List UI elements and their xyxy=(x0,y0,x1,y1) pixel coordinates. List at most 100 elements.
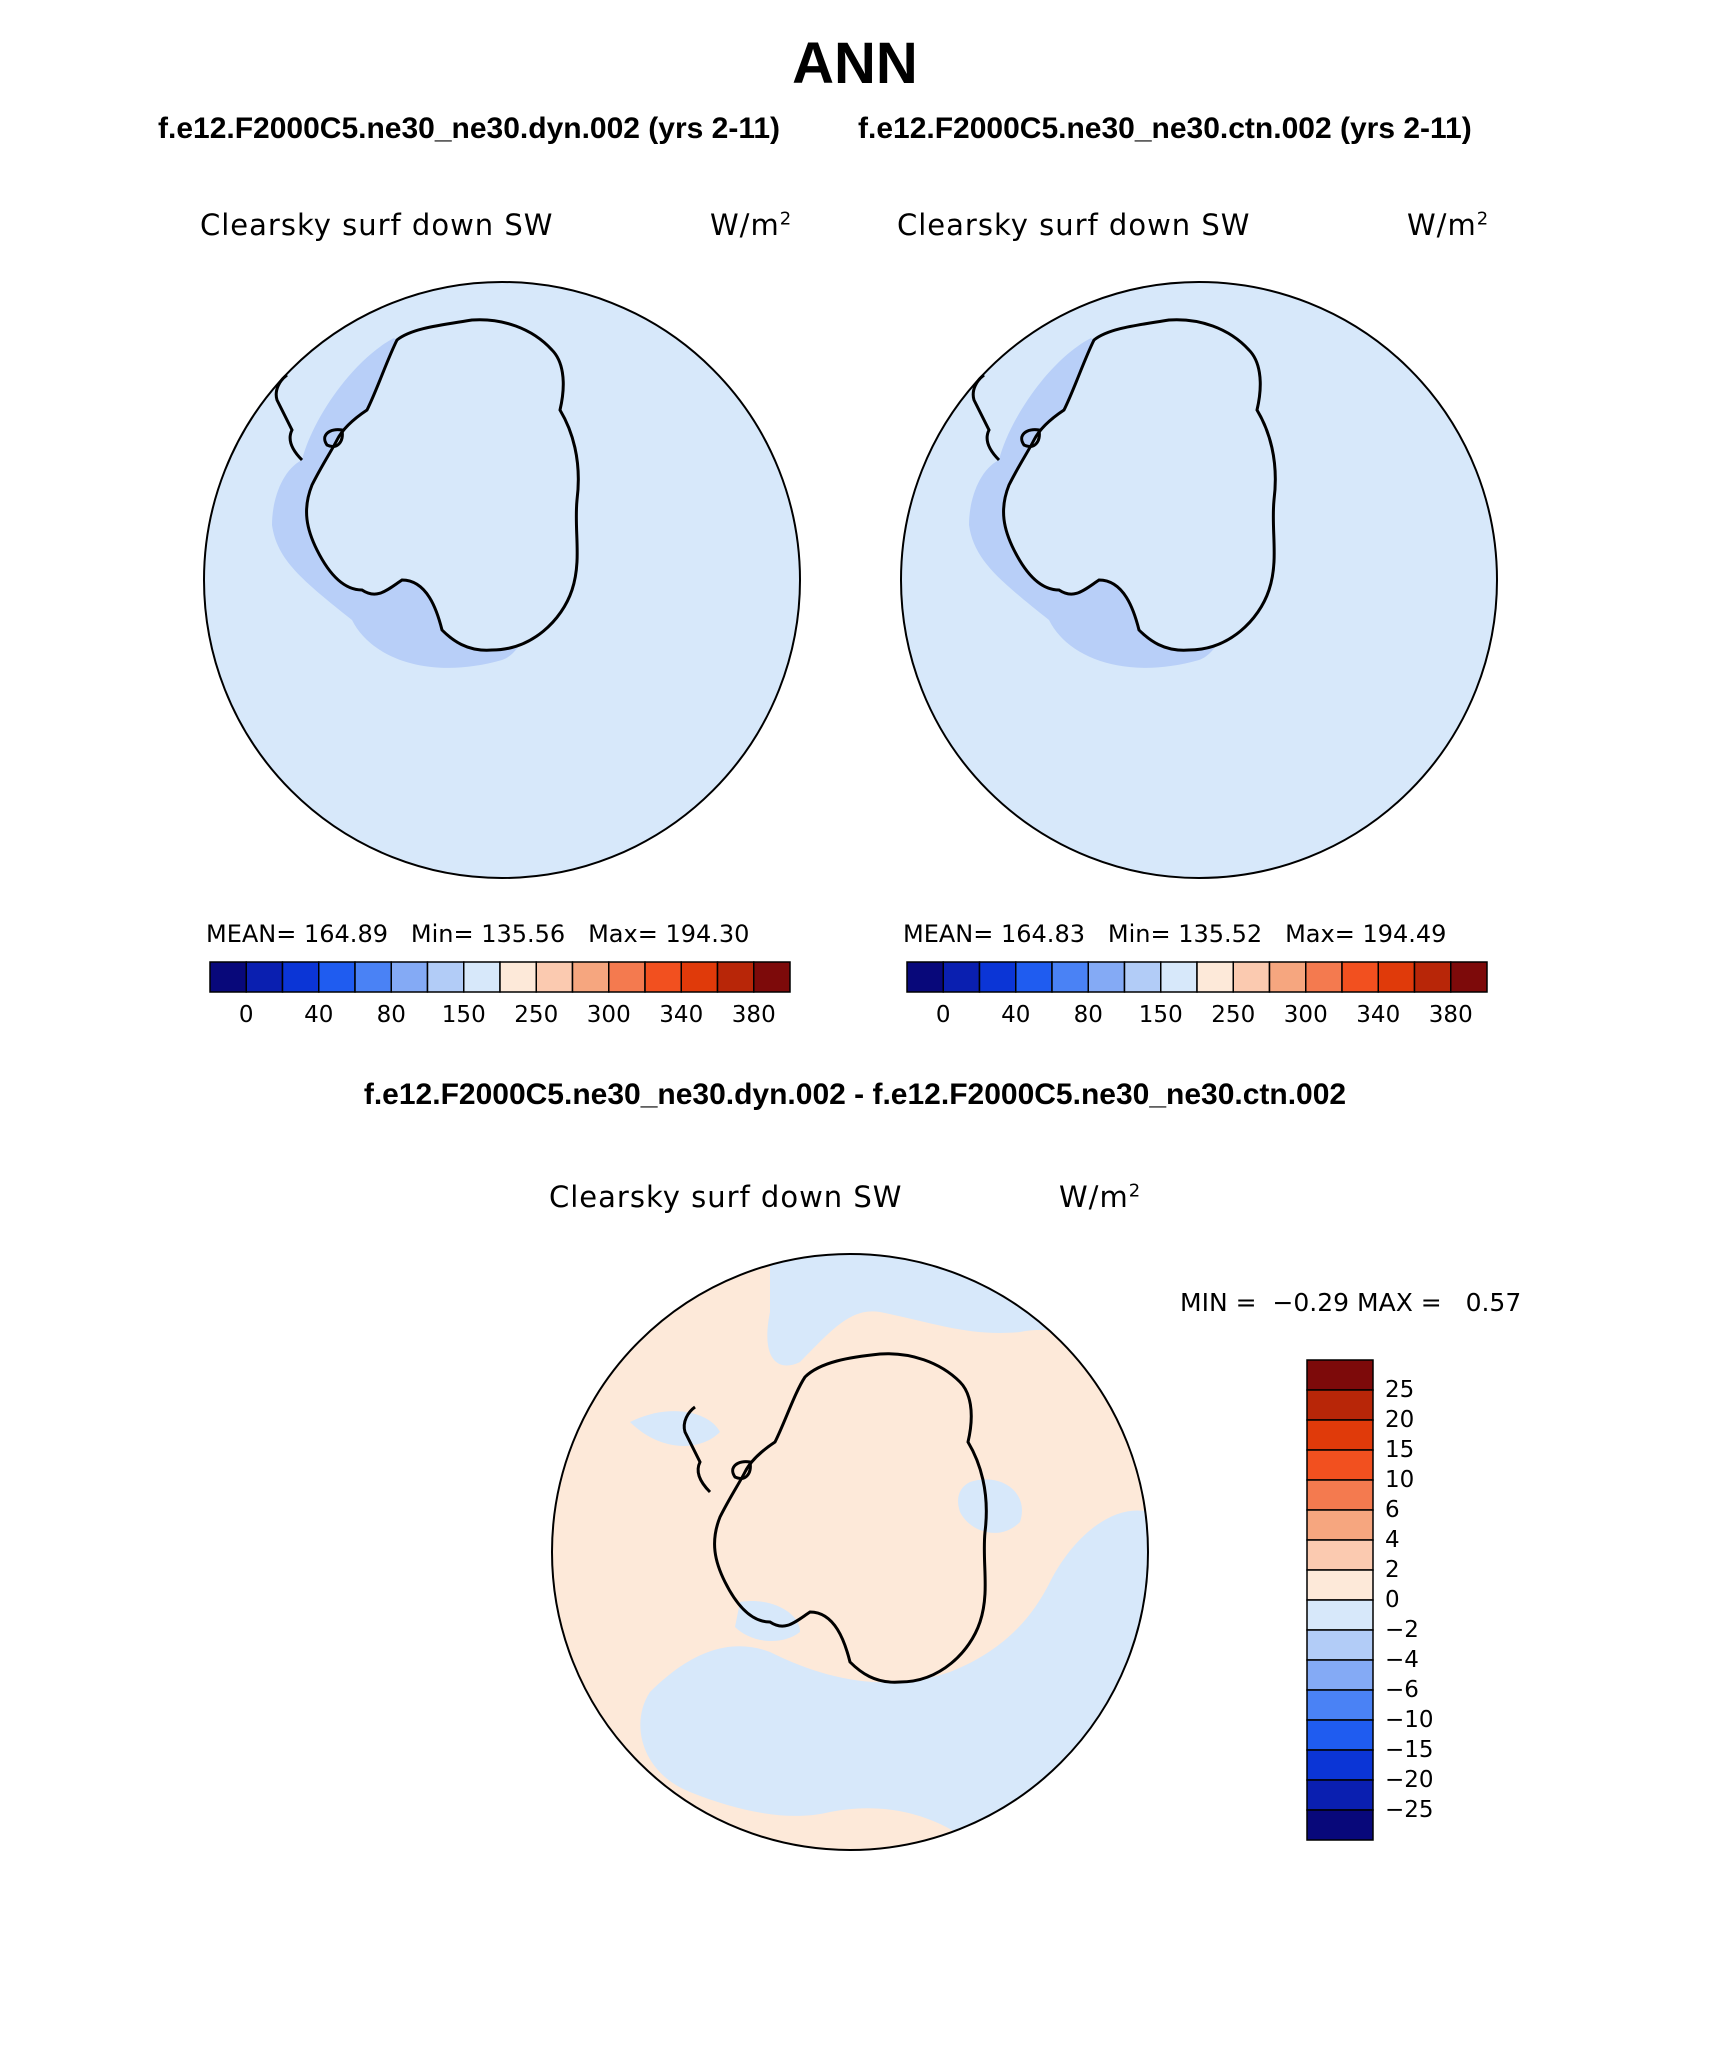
colorbar-dyn-swatch-10 xyxy=(571,961,610,993)
colorbar-ctn-swatch-10 xyxy=(1268,961,1307,993)
colorbar-dyn-swatch-7 xyxy=(463,961,501,993)
colorbar-dyn-swatch-1 xyxy=(245,961,284,993)
colorbar-ctn-ticks: 0 40 80 150 250 300 340 380 xyxy=(907,1002,1487,1032)
island-outline xyxy=(731,1460,752,1480)
colorbar-difference-swatch-12 xyxy=(1306,1719,1374,1751)
colorbar-dyn-tick-label: 250 xyxy=(514,1002,559,1028)
colorbar-dyn-swatch-8 xyxy=(499,961,537,993)
colorbar-dyn-swatch-0 xyxy=(209,961,247,993)
panel-ctn-stats: MEAN= 164.83 Min= 135.52 Max= 194.49 xyxy=(903,920,1447,948)
difference-stats: MIN = −0.29 MAX = 0.57 xyxy=(1180,1288,1522,1317)
colorbar-difference-swatch-5 xyxy=(1306,1509,1374,1541)
colorbar-ctn-swatch-14 xyxy=(1413,961,1452,993)
colorbar-dyn-tick-label: 340 xyxy=(659,1002,704,1028)
colorbar-ctn-tick-label: 40 xyxy=(1001,1002,1031,1028)
colorbar-ctn-tick-label: 80 xyxy=(1073,1002,1103,1028)
colorbar-difference-ticks: 25 20 15 10 6 4 2 0 −2 −4 −6 −10 −15 −20 −25 xyxy=(1385,1360,1485,1840)
colorbar-difference-swatch-14 xyxy=(1306,1779,1374,1811)
colorbar-dyn-swatch-15 xyxy=(753,961,791,993)
colorbar-difference-swatch-2 xyxy=(1306,1419,1374,1451)
coastline xyxy=(713,1352,988,1684)
colorbar-ctn-tick-label: 300 xyxy=(1283,1002,1328,1028)
colorbar-ctn xyxy=(906,961,1488,993)
colorbar-dyn-tick-label: 300 xyxy=(586,1002,631,1028)
negative-region-east xyxy=(958,1479,1022,1533)
colorbar-difference-swatch-3 xyxy=(1306,1449,1374,1481)
colorbar-difference-tick-label: −20 xyxy=(1385,1767,1434,1793)
panel-dyn-stats: MEAN= 164.89 Min= 135.56 Max= 194.30 xyxy=(206,920,750,948)
colorbar-ctn-swatch-1 xyxy=(942,961,981,993)
colorbar-difference-swatch-7 xyxy=(1306,1569,1374,1601)
difference-title: f.e12.F2000C5.ne30_ne30.dyn.002 - f.e12.… xyxy=(363,1078,1347,1111)
coastline xyxy=(305,318,580,652)
colorbar-difference xyxy=(1306,1359,1374,1841)
colorbar-ctn-swatch-11 xyxy=(1305,961,1343,993)
colorbar-difference-swatch-13 xyxy=(1306,1749,1374,1781)
colorbar-dyn-swatch-12 xyxy=(644,961,682,993)
peninsula-coastline xyxy=(971,373,1001,462)
map-dyn xyxy=(203,281,801,879)
colorbar-ctn-swatch-6 xyxy=(1123,961,1162,993)
colorbar-difference-swatch-8 xyxy=(1306,1599,1374,1631)
colorbar-dyn-swatch-6 xyxy=(426,961,465,993)
case-name-left: f.e12.F2000C5.ne30_ne30.dyn.002 (yrs 2-1… xyxy=(158,112,781,145)
colorbar-difference-tick-label: −2 xyxy=(1385,1617,1419,1643)
case-name-right: f.e12.F2000C5.ne30_ne30.ctn.002 (yrs 2-1… xyxy=(858,112,1472,145)
colorbar-dyn-tick-label: 80 xyxy=(376,1002,406,1028)
colorbar-difference-swatch-0 xyxy=(1306,1359,1374,1391)
colorbar-ctn-tick-label: 150 xyxy=(1138,1002,1183,1028)
colorbar-difference-swatch-10 xyxy=(1306,1659,1374,1691)
panel-ctn-units: W/m2 xyxy=(1407,208,1490,242)
map-boundary xyxy=(551,1253,1149,1851)
colorbar-difference-tick-label: 0 xyxy=(1385,1587,1400,1613)
colorbar-difference-tick-label: −4 xyxy=(1385,1647,1419,1673)
negative-region-south xyxy=(640,1510,1148,1850)
colorbar-dyn-tick-label: 150 xyxy=(441,1002,486,1028)
colorbar-dyn-swatch-11 xyxy=(608,961,646,993)
colorbar-dyn-swatch-3 xyxy=(318,961,356,993)
colorbar-dyn-ticks: 0 40 80 150 250 300 340 380 xyxy=(210,1002,790,1032)
colorbar-difference-tick-label: 25 xyxy=(1385,1377,1415,1403)
colorbar-difference-swatch-15 xyxy=(1306,1809,1374,1841)
island-outline xyxy=(323,428,344,448)
island-outline xyxy=(1020,428,1041,448)
colorbar-ctn-swatch-2 xyxy=(978,961,1017,993)
negative-region-west xyxy=(630,1411,720,1446)
colorbar-difference-tick-label: 6 xyxy=(1385,1497,1400,1523)
map-ctn xyxy=(900,281,1498,879)
colorbar-dyn-tick-label: 380 xyxy=(731,1002,776,1028)
colorbar-ctn-swatch-4 xyxy=(1051,961,1089,993)
map-boundary xyxy=(900,281,1498,879)
panel-ctn-variable: Clearsky surf down SW xyxy=(897,208,1251,242)
colorbar-ctn-swatch-7 xyxy=(1160,961,1198,993)
colorbar-dyn-swatch-14 xyxy=(716,961,755,993)
colorbar-difference-swatch-1 xyxy=(1306,1389,1374,1421)
figure-title: ANN xyxy=(792,31,918,96)
colorbar-ctn-swatch-3 xyxy=(1015,961,1053,993)
colorbar-ctn-swatch-15 xyxy=(1450,961,1488,993)
colorbar-difference-tick-label: −15 xyxy=(1385,1737,1434,1763)
panel-diff-units: W/m2 xyxy=(1059,1180,1142,1214)
colorbar-difference-tick-label: 10 xyxy=(1385,1467,1415,1493)
colorbar-difference-tick-label: 20 xyxy=(1385,1407,1415,1433)
colorbar-difference-tick-label: −25 xyxy=(1385,1797,1434,1823)
colorbar-difference-tick-label: 4 xyxy=(1385,1527,1400,1553)
colorbar-ctn-tick-label: 250 xyxy=(1211,1002,1256,1028)
colorbar-difference-tick-label: 15 xyxy=(1385,1437,1415,1463)
colorbar-dyn-tick-label: 40 xyxy=(304,1002,334,1028)
colorbar-ctn-swatch-5 xyxy=(1087,961,1126,993)
colorbar-dyn-swatch-13 xyxy=(680,961,719,993)
continent-interior xyxy=(1003,319,1276,651)
map-difference xyxy=(551,1253,1149,1851)
colorbar-ctn-swatch-8 xyxy=(1196,961,1234,993)
colorbar-difference-tick-label: −6 xyxy=(1385,1677,1419,1703)
colorbar-difference-swatch-11 xyxy=(1306,1689,1374,1721)
colorbar-dyn-swatch-2 xyxy=(281,961,320,993)
colorbar-difference-tick-label: 2 xyxy=(1385,1557,1400,1583)
colorbar-ctn-tick-label: 380 xyxy=(1428,1002,1473,1028)
coastline xyxy=(1002,318,1277,652)
colorbar-ctn-tick-label: 340 xyxy=(1356,1002,1401,1028)
colorbar-dyn-swatch-5 xyxy=(390,961,429,993)
colorbar-ctn-swatch-12 xyxy=(1341,961,1379,993)
colorbar-difference-swatch-9 xyxy=(1306,1629,1374,1661)
